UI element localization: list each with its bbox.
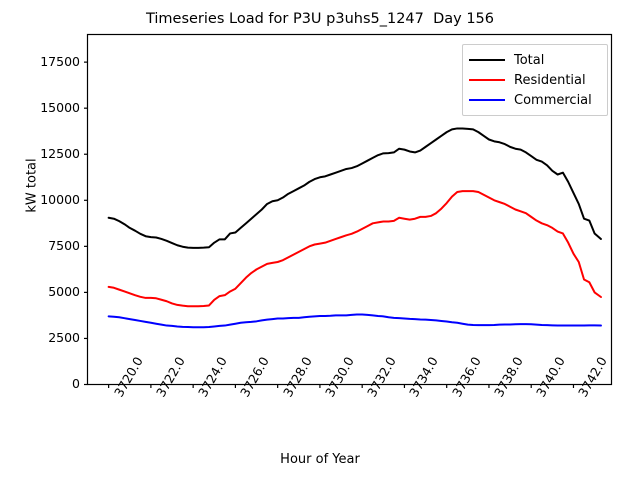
series-line-residential — [107, 190, 602, 308]
chart-legend: Total Residential Commercial — [462, 44, 608, 116]
legend-swatch-residential-icon — [469, 79, 505, 81]
legend-label: Residential — [514, 72, 586, 88]
legend-label: Commercial — [514, 92, 592, 108]
legend-label: Total — [514, 52, 545, 68]
y-tick-label: 5000 — [48, 283, 80, 299]
legend-entry-residential[interactable]: Residential — [469, 70, 601, 90]
y-tick-label: 2500 — [48, 329, 80, 345]
y-axis-label: kW total — [24, 158, 40, 213]
x-axis-label: Hour of Year — [280, 452, 360, 467]
axes-frame — [86, 33, 613, 386]
legend-swatch-commercial-icon — [469, 99, 505, 101]
y-axis-ticks — [84, 61, 88, 386]
y-tick-label: 0 — [72, 376, 80, 391]
chart-title: Timeseries Load for P3U p3uhs5_1247 Day … — [145, 11, 495, 27]
legend-entry-commercial[interactable]: Commercial — [469, 90, 601, 110]
y-tick-label: 7500 — [48, 237, 80, 253]
series-line-commercial — [107, 313, 602, 329]
y-tick-label: 12500 — [40, 145, 80, 161]
legend-swatch-total-icon — [469, 59, 505, 61]
legend-entry-total[interactable]: Total — [469, 50, 601, 70]
y-tick-label: 15000 — [40, 99, 80, 115]
x-axis-ticks — [108, 384, 575, 388]
y-tick-label: 17500 — [40, 53, 80, 69]
series-line-total — [107, 127, 602, 249]
data-series-group — [107, 127, 602, 329]
y-tick-label: 10000 — [40, 191, 80, 207]
